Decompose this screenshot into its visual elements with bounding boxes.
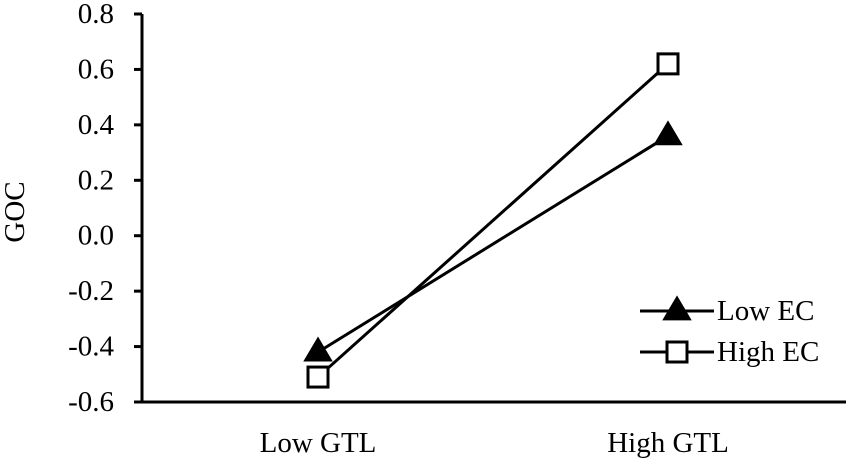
y-axis-title: GOC [0,181,31,242]
y-ticks: -0.6 -0.4 -0.2 0.0 0.2 0.4 0.6 0.8 [68,0,142,418]
y-tick-label: 0.4 [78,109,115,141]
legend-label: High EC [717,336,819,368]
series-group [303,52,683,389]
y-tick-label: 0.0 [78,220,114,252]
y-tick-label: 0.6 [78,53,114,85]
series-high-ec [306,52,680,389]
series-low-ec [303,120,683,362]
legend-marker [662,295,692,321]
data-point-marker [656,52,680,76]
legend: Low EC High EC [640,295,819,368]
x-tick-label: High GTL [607,427,729,459]
x-ticks: Low GTL High GTL [260,427,729,459]
y-tick-label: -0.4 [68,331,114,363]
data-point-marker [306,365,330,389]
legend-label: Low EC [717,295,814,327]
axes [140,14,846,404]
legend-item: High EC [640,336,819,368]
data-point-marker [303,336,333,362]
y-tick-label: 0.2 [78,164,114,196]
legend-marker [665,340,689,364]
x-tick-label: Low GTL [260,427,377,459]
y-tick-label: -0.6 [68,386,114,418]
y-tick-label: -0.2 [68,275,114,307]
legend-item: Low EC [640,295,814,327]
series-line [316,62,670,379]
data-point-marker [653,120,683,146]
y-tick-label: 0.8 [78,0,114,30]
series-line [317,134,669,354]
